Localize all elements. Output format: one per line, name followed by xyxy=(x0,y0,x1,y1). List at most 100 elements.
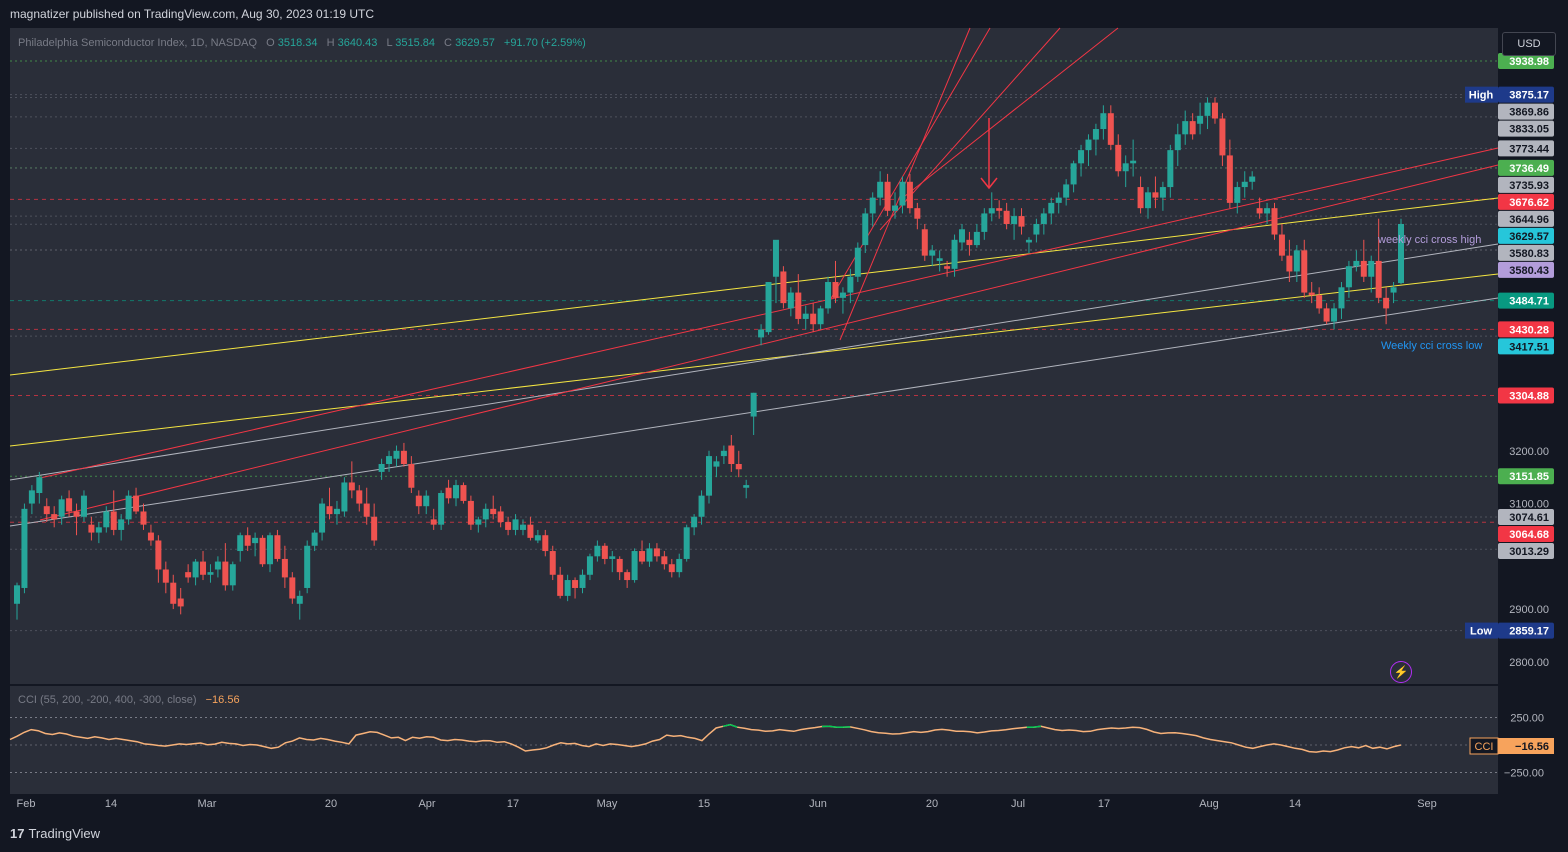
candle-body xyxy=(1025,239,1032,243)
price-label-value: 3580.43 xyxy=(1509,265,1549,277)
candle-body xyxy=(921,229,928,256)
candle-body xyxy=(899,181,906,206)
price-label-value: 3644.96 xyxy=(1509,214,1549,226)
price-label-value: 3013.29 xyxy=(1509,546,1549,558)
candle-body xyxy=(914,208,921,219)
candle-body xyxy=(207,572,214,575)
candle xyxy=(1331,303,1338,330)
candle xyxy=(854,242,861,283)
candle-body xyxy=(1293,250,1300,272)
candle xyxy=(200,551,207,581)
candle-body xyxy=(743,485,750,488)
candle xyxy=(1219,113,1226,166)
candle xyxy=(1338,282,1345,319)
price-label: 3773.44 xyxy=(1498,140,1554,157)
candle-body xyxy=(1286,255,1293,272)
candle xyxy=(906,173,913,214)
candle xyxy=(1234,181,1241,214)
candle xyxy=(668,558,675,578)
candle-body xyxy=(653,548,660,557)
candle xyxy=(958,223,965,251)
candle-body xyxy=(780,271,787,304)
price-label-value: 3629.57 xyxy=(1509,231,1549,243)
candle-body xyxy=(1174,134,1181,151)
price-label-bg xyxy=(1498,193,1554,210)
candle-body xyxy=(460,485,467,501)
candle xyxy=(899,176,906,214)
y-tick-label: 2900.00 xyxy=(1509,604,1549,616)
legend-close-label: C xyxy=(444,37,452,49)
candle-body xyxy=(363,503,370,517)
candle-body xyxy=(378,463,385,472)
candle-body xyxy=(713,461,720,467)
price-label-tag: Low xyxy=(1470,626,1492,638)
candle-body xyxy=(103,511,110,528)
legend-change: +91.70 (+2.59%) xyxy=(504,37,586,49)
cci-pane[interactable] xyxy=(10,686,1498,794)
candle-body xyxy=(1145,192,1152,209)
candle xyxy=(445,479,452,504)
candle xyxy=(1249,171,1256,190)
time-axis[interactable] xyxy=(10,794,1498,818)
price-label-bg xyxy=(1498,103,1554,120)
price-pane[interactable] xyxy=(10,28,1498,684)
price-label: 3869.86 xyxy=(1498,103,1554,120)
legend-low: 3515.84 xyxy=(395,37,435,49)
candle xyxy=(1204,97,1211,130)
currency-button[interactable]: USD xyxy=(1502,32,1556,56)
candle xyxy=(1122,155,1129,188)
candle-body xyxy=(36,477,43,494)
candle-body xyxy=(1219,118,1226,156)
down-arrow-annotation xyxy=(980,118,998,190)
candle xyxy=(363,487,370,525)
price-chart[interactable]: 3938.98 3875.17 High 3869.86 3833.05 3773.44 3… xyxy=(0,0,1568,818)
candle xyxy=(475,516,482,533)
candle-body xyxy=(348,482,355,491)
candle xyxy=(304,540,311,594)
candle-body xyxy=(1204,102,1211,116)
candle-body xyxy=(1390,287,1397,293)
candle-body xyxy=(386,456,393,464)
candle xyxy=(21,503,28,594)
ohlc-legend: Philadelphia Semiconductor Index, 1D, NA… xyxy=(18,37,586,49)
candle xyxy=(333,500,340,525)
candle xyxy=(1256,197,1263,219)
candle xyxy=(1278,223,1285,261)
candle-body xyxy=(356,490,363,504)
candle xyxy=(14,582,20,620)
candle xyxy=(839,287,846,314)
candle xyxy=(609,551,616,573)
candle-body xyxy=(415,495,422,507)
tradingview-logo[interactable]: 17 TradingView xyxy=(10,826,100,841)
candle-body xyxy=(884,181,891,211)
candle-body xyxy=(1249,176,1256,182)
candle-body xyxy=(639,551,646,562)
candle-body xyxy=(438,493,445,525)
candle xyxy=(88,516,95,541)
candle xyxy=(914,202,921,230)
candle xyxy=(765,282,772,335)
candle xyxy=(713,456,720,478)
candle xyxy=(616,556,623,581)
candle-body xyxy=(1316,295,1323,309)
lightning-icon[interactable]: ⚡ xyxy=(1390,661,1412,683)
cci-overbought-segment xyxy=(729,723,738,728)
candle-body xyxy=(929,250,936,256)
candle-body xyxy=(453,485,460,499)
legend-symbol: Philadelphia Semiconductor Index, 1D, NA… xyxy=(18,37,258,49)
price-label-bg xyxy=(1498,261,1554,278)
candle-body xyxy=(467,500,474,525)
x-tick-label: May xyxy=(597,798,618,810)
candle-body xyxy=(1338,287,1345,309)
price-label-value: 3833.05 xyxy=(1509,124,1549,136)
candle xyxy=(1107,105,1114,151)
candle-body xyxy=(1018,216,1025,227)
candle-body xyxy=(906,181,913,209)
candle-body xyxy=(1033,223,1040,235)
candle-body xyxy=(170,582,177,604)
candle-body xyxy=(973,231,980,246)
candle-body xyxy=(229,564,236,586)
price-label-value: 3151.85 xyxy=(1509,471,1549,483)
candle xyxy=(594,540,601,562)
trend-line xyxy=(39,164,1499,521)
